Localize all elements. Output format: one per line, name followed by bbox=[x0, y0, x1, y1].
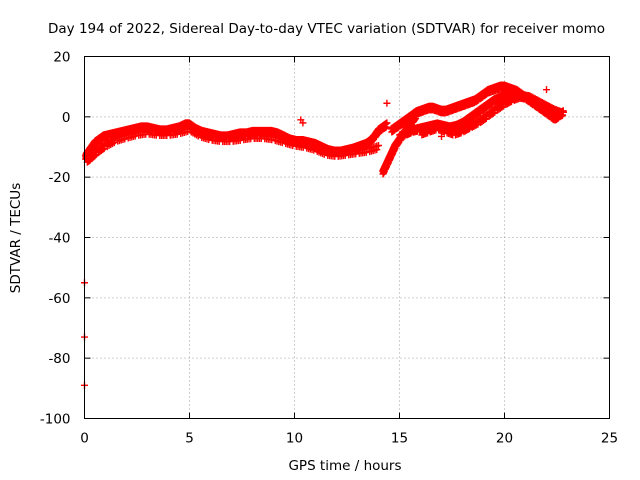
data-point bbox=[375, 141, 382, 149]
y-axis-label: SDTVAR / TECUs bbox=[8, 183, 24, 293]
data-point-outlier bbox=[383, 99, 391, 107]
x-tick-label: 0 bbox=[80, 431, 89, 447]
data-point-interp bbox=[173, 130, 181, 138]
data-point bbox=[559, 108, 567, 116]
y-tick-label: -20 bbox=[48, 170, 70, 186]
data-point-interp bbox=[362, 148, 370, 156]
data-point-interp bbox=[110, 139, 118, 147]
axis-ticks: 0 5 10 15 20 25 -100 -80 -60 -40 -20 0 20 bbox=[40, 50, 618, 447]
data-point-outlier bbox=[299, 119, 307, 127]
data-point-interp bbox=[99, 146, 107, 154]
chart-title: Day 194 of 2022, Sidereal Day-to-day VTE… bbox=[48, 21, 605, 37]
y-tick-label: -80 bbox=[48, 351, 70, 367]
y-tick-label: 20 bbox=[53, 50, 70, 66]
data-point-outlier bbox=[438, 132, 445, 140]
x-tick-label: 20 bbox=[496, 431, 513, 447]
y-tick-label: -60 bbox=[48, 291, 70, 307]
data-point-outlier bbox=[543, 86, 550, 94]
y-tick-label: 0 bbox=[62, 110, 71, 126]
data-points bbox=[81, 81, 567, 389]
y-tick-label: -100 bbox=[40, 412, 71, 428]
data-point-interp bbox=[464, 126, 472, 134]
x-axis-label: GPS time / hours bbox=[288, 458, 401, 474]
data-point-interp bbox=[558, 111, 566, 119]
x-tick-label: 10 bbox=[286, 431, 303, 447]
data-point-interp bbox=[473, 121, 480, 129]
data-point-interp bbox=[131, 132, 139, 140]
data-point-interp bbox=[373, 146, 381, 154]
data-point-interp bbox=[498, 103, 506, 111]
data-point-interp bbox=[481, 115, 489, 123]
data-point-interp bbox=[121, 135, 129, 143]
x-tick-label: 25 bbox=[601, 431, 618, 447]
data-point-interp bbox=[489, 109, 497, 117]
data-point-interp bbox=[506, 98, 514, 106]
plot-frame bbox=[84, 56, 610, 419]
grid-lines bbox=[84, 56, 610, 419]
data-point bbox=[383, 119, 391, 127]
y-tick-label: -40 bbox=[48, 231, 70, 247]
x-tick-label: 5 bbox=[185, 431, 194, 447]
x-tick-label: 15 bbox=[391, 431, 408, 447]
